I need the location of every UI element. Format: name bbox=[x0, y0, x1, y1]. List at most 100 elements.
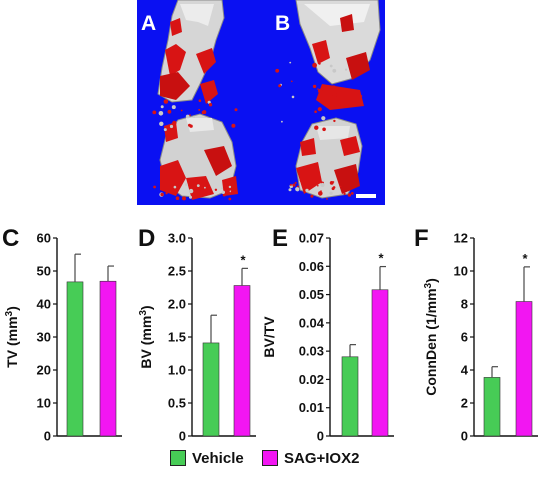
vessel-speck bbox=[222, 193, 226, 197]
y-tick-label: 1.5 bbox=[168, 330, 186, 345]
y-tick-label: 10 bbox=[454, 264, 468, 279]
panel-letter-b: B bbox=[275, 12, 290, 35]
vessel-speck bbox=[294, 181, 297, 184]
y-tick-label: 20 bbox=[37, 363, 51, 378]
vessel-speck bbox=[321, 116, 326, 121]
vessel-speck bbox=[317, 88, 319, 90]
vessel-speck bbox=[299, 178, 304, 183]
vessel-speck bbox=[296, 185, 299, 188]
panel-letter-a: A bbox=[141, 12, 156, 35]
vessel-speck bbox=[291, 80, 293, 83]
vessel-speck bbox=[185, 114, 190, 119]
vessel-speck bbox=[172, 120, 177, 126]
vessel-speck bbox=[180, 109, 183, 112]
vessel-speck bbox=[289, 61, 292, 64]
bone-sample-b-lower bbox=[295, 117, 363, 199]
panel-letter-e: E bbox=[272, 225, 288, 252]
bar-vehicle bbox=[202, 342, 220, 437]
vessel-speck bbox=[208, 103, 213, 107]
y-tick-label: 0 bbox=[317, 429, 324, 444]
vessel-speck bbox=[160, 192, 164, 197]
significance-mark: * bbox=[378, 251, 384, 266]
vessel-speck bbox=[198, 99, 202, 102]
vessel-speck bbox=[228, 185, 232, 189]
vessel-speck bbox=[198, 108, 201, 111]
chart-tv: 0 10 20 30 40 50 60 TV (mm3) bbox=[4, 231, 122, 444]
vessel-speck bbox=[173, 190, 176, 193]
vessel-speck bbox=[314, 125, 319, 130]
vessel-speck bbox=[312, 62, 317, 68]
chart-bv-tv: 0 0.01 0.02 0.03 0.04 0.05 0.06 0.07 BV/TV * bbox=[261, 231, 394, 444]
vessel-speck bbox=[223, 182, 227, 186]
vessel-speck bbox=[163, 99, 169, 104]
y-tick-label: 6 bbox=[461, 330, 468, 345]
vessel-speck bbox=[332, 92, 337, 98]
vessel-speck bbox=[192, 183, 196, 187]
y-tick-label: 0 bbox=[179, 429, 186, 444]
scale-bar bbox=[356, 194, 376, 198]
vessel-speck bbox=[201, 112, 204, 115]
vessel-speck bbox=[338, 103, 341, 106]
vessel-speck bbox=[343, 192, 346, 195]
chart-connden: 0 2 4 6 8 10 12 ConnDen (1/mm3) * bbox=[423, 231, 538, 444]
vessel-speck bbox=[288, 188, 292, 192]
vessel-speck bbox=[235, 190, 238, 194]
micro-ct-image: A B bbox=[137, 0, 385, 205]
bar-vehicle bbox=[341, 356, 359, 437]
significance-mark: * bbox=[240, 252, 246, 267]
significance-mark: * bbox=[522, 251, 528, 266]
vessel-speck bbox=[329, 64, 333, 68]
vessel-speck bbox=[295, 187, 300, 192]
legend-label-sag-iox2: SAG+IOX2 bbox=[284, 449, 360, 467]
y-axis-label: TV (mm3) bbox=[4, 306, 20, 368]
vessel-speck bbox=[204, 186, 206, 189]
y-tick-label: 0.04 bbox=[299, 315, 325, 330]
vessel-speck bbox=[169, 124, 174, 129]
panel-letter-d: D bbox=[138, 225, 155, 252]
vessel-speck bbox=[163, 128, 167, 132]
vessel-speck bbox=[281, 120, 283, 123]
vessel-speck bbox=[329, 181, 334, 185]
vessel-speck bbox=[332, 68, 337, 73]
vessel-speck bbox=[312, 84, 317, 89]
vessel-speck bbox=[322, 127, 326, 132]
vessel-speck bbox=[347, 193, 352, 197]
vessel-speck bbox=[221, 187, 224, 190]
vessel-speck bbox=[175, 196, 180, 200]
vessel-speck bbox=[171, 105, 176, 110]
vessel-speck bbox=[221, 190, 225, 194]
vessel-speck bbox=[345, 68, 348, 71]
vessel-speck bbox=[318, 191, 323, 196]
vessel-speck bbox=[189, 124, 193, 128]
vessel-speck bbox=[193, 115, 196, 118]
vessel-speck bbox=[339, 185, 342, 188]
vessel-fragments bbox=[152, 61, 363, 201]
vessel-speck bbox=[152, 110, 157, 115]
vessel-speck bbox=[196, 184, 200, 188]
vessel-speck bbox=[331, 85, 336, 90]
vessel-speck bbox=[167, 109, 172, 114]
y-tick-label: 2.0 bbox=[168, 297, 186, 312]
panel-letter-c: C bbox=[2, 225, 19, 252]
y-tick-label: 12 bbox=[454, 231, 468, 246]
vessel-speck bbox=[331, 187, 335, 191]
vessel-speck bbox=[350, 192, 354, 195]
y-tick-label: 8 bbox=[461, 297, 468, 312]
y-tick-label: 0.02 bbox=[299, 372, 324, 387]
vessel-speck bbox=[320, 190, 322, 192]
vessel-speck bbox=[182, 196, 186, 201]
y-tick-label: 4 bbox=[461, 363, 469, 378]
vessel-speck bbox=[289, 183, 292, 186]
bar-sag-iox2 bbox=[371, 289, 389, 437]
y-tick-label: 0 bbox=[461, 429, 468, 444]
vessel-speck bbox=[278, 84, 282, 88]
y-tick-label: 1.0 bbox=[168, 363, 186, 378]
vessel-speck bbox=[189, 195, 192, 199]
vessel-speck bbox=[153, 185, 157, 189]
y-tick-label: 0.07 bbox=[299, 231, 324, 246]
vessel-speck bbox=[292, 183, 296, 187]
vessel-speck bbox=[165, 192, 168, 195]
vessel-speck bbox=[185, 183, 188, 186]
bar-sag-iox2 bbox=[515, 301, 533, 437]
vessel-speck bbox=[333, 119, 336, 123]
